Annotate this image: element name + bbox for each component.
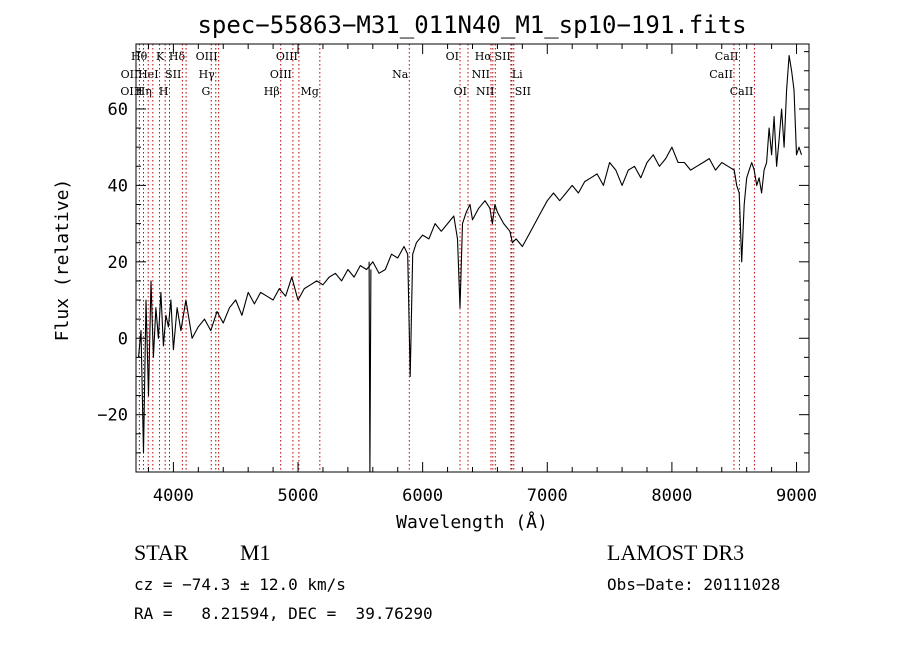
line-label: OIII [196, 50, 218, 63]
x-tick-label: 4000 [153, 486, 194, 506]
line-label: NII [472, 68, 490, 81]
y-tick-label: 40 [108, 176, 128, 196]
series-flux [137, 54, 803, 454]
line-label: Mg [301, 85, 319, 98]
line-label: OI [454, 85, 467, 98]
x-tick-label: 7000 [527, 486, 568, 506]
axes-layer: 4000 5000 6000 7000 8000 9000 −20 0 20 40 60 [97, 44, 817, 506]
line-label: Na [392, 68, 409, 81]
x-tick-label: 6000 [402, 486, 443, 506]
line-label: OI [446, 50, 459, 63]
line-label: Hη [136, 85, 152, 98]
obs-date-line: Obs−Date: 20111028 [607, 575, 781, 594]
y-tick-label: 20 [108, 253, 128, 273]
line-label: Hα [475, 50, 493, 63]
line-label: Hδ [169, 50, 186, 63]
line-label: SII [495, 50, 511, 63]
line-label: CaII [730, 85, 754, 98]
line-label: G [201, 85, 210, 98]
y-tick-label: 0 [118, 329, 128, 349]
chart-title: spec−55863−M31_011N40_M1_sp10−191.fits [197, 11, 746, 39]
line-label: Hγ [199, 68, 216, 81]
line-label: OIII [120, 85, 142, 98]
y-tick-label: 60 [108, 100, 128, 120]
line-label: NII [476, 85, 494, 98]
x-tick-label: 9000 [776, 486, 817, 506]
line-label: SII [165, 68, 181, 81]
survey-name: LAMOST DR3 [607, 540, 745, 565]
line-label: K [156, 50, 165, 63]
x-tick-label: 8000 [651, 486, 692, 506]
y-axis-label: Flux (relative) [52, 179, 73, 342]
line-label: Hβ [264, 85, 280, 98]
y-tick-label: −20 [97, 406, 128, 426]
series-absorption-dip [368, 261, 372, 473]
line-label: H [159, 85, 169, 98]
plot-frame [135, 43, 810, 473]
line-label: OII [121, 68, 139, 81]
line-label: CaII [715, 50, 739, 63]
emission-lines-layer [138, 44, 755, 472]
line-label: SII [515, 85, 531, 98]
x-axis-label: Wavelength (Å) [396, 511, 548, 533]
series-layer [137, 54, 803, 473]
line-label: OIII [276, 50, 298, 63]
x-tick-label: 5000 [278, 486, 319, 506]
object-class: STAR [134, 540, 189, 565]
redshift-line: cz = −74.3 ± 12.0 km/s [134, 575, 346, 594]
line-label: OIII [270, 68, 292, 81]
object-subclass: M1 [240, 540, 271, 565]
ra-dec-line: RA = 8.21594, DEC = 39.76290 [134, 604, 433, 623]
line-label: CaII [709, 68, 733, 81]
line-label: Li [512, 68, 523, 81]
line-label: HeI [138, 68, 158, 81]
line-label: Hθ [131, 50, 148, 63]
